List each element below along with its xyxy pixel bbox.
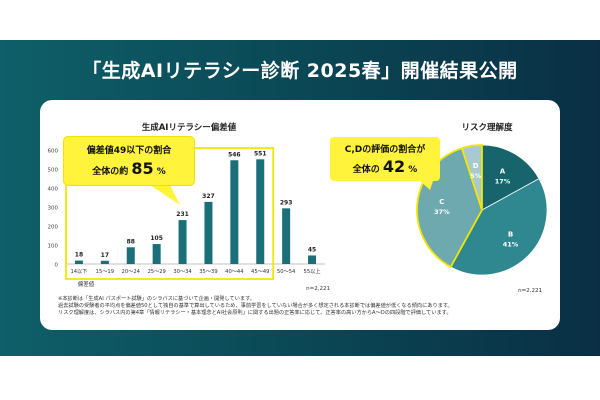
bar-value-label: 18 [75, 252, 83, 259]
deviation-callout-value: 85 [131, 159, 154, 178]
bar-x-tick-label: 15〜19 [96, 269, 114, 275]
risk-callout-prefix: 全体の [352, 165, 380, 175]
footnote-1: ※本診断は「生成AI パスポート試験」のシラバスに基づいて企画・開発しています。 [58, 296, 255, 302]
bar-chart-title: 生成AIリテラシー偏差値 [142, 122, 237, 133]
bar-x-axis-label: 偏差値 [78, 280, 95, 288]
page-title: 「生成AIリテラシー診断 2025春」開催結果公開 [82, 60, 518, 82]
bar-value-label: 551 [254, 150, 267, 157]
risk-callout: C,Dの評価の割合が 全体の 42 % [330, 137, 440, 181]
deviation-callout: 偏差値49以下の割合 全体の約 85 % [64, 137, 194, 185]
bar [282, 208, 291, 264]
bar-x-tick-label: 50〜54 [277, 269, 296, 275]
bar-y-tick-label: 400 [48, 187, 59, 193]
bar-value-label: 327 [202, 193, 215, 200]
footnote-2: 過去試験の受験者の平均点を偏差値50として独自の基準で算出しているため、事前学習… [58, 303, 453, 309]
bar-x-tick-label: 25〜29 [147, 269, 165, 275]
bar [178, 220, 187, 264]
deviation-callout-suffix: % [156, 167, 166, 177]
bar-footnote: n=2,221 [306, 286, 330, 292]
bar-x-tick-label: 14以下 [70, 268, 87, 275]
pie-footnote: n=2,221 [518, 288, 542, 294]
pie-slice [481, 144, 540, 211]
pie-slice-label: B [508, 230, 513, 238]
deviation-callout-line1: 偏差値49以下の割合 [86, 146, 172, 156]
bar [152, 244, 161, 264]
bar-y-tick-label: 100 [48, 244, 59, 250]
bar-y-tick-label: 600 [48, 149, 59, 155]
footnote-3: リスク理解度は、シラバス内の第4章「情報リテラシー・基本理念とAI社会原則」に関… [58, 310, 452, 316]
deviation-callout-prefix: 全体の約 [92, 167, 129, 177]
pie-slice-percent: 5% [470, 172, 482, 180]
pie-slice-percent: 17% [495, 177, 511, 185]
bar-x-tick-label: 35〜39 [199, 269, 217, 275]
bar-x-tick-label: 45〜49 [251, 269, 269, 275]
bar-value-label: 231 [176, 211, 189, 218]
bar [230, 160, 239, 264]
bar-x-tick-label: 40〜44 [225, 269, 244, 275]
bar [74, 260, 83, 264]
pie-slice-label: D [473, 162, 479, 170]
bar-x-tick-label: 55以上 [304, 267, 321, 275]
pie-slice [460, 144, 483, 211]
bar-y-tick-label: 300 [48, 206, 59, 212]
bar-value-label: 293 [280, 199, 293, 206]
risk-callout-suffix: % [408, 165, 418, 175]
pie-slice-label: C [439, 198, 444, 206]
bar-value-label: 17 [101, 252, 109, 259]
bar [126, 247, 135, 264]
risk-callout-line1: C,Dの評価の割合が [344, 145, 426, 155]
deviation-callout-pointer [150, 185, 180, 205]
footnotes: ※本診断は「生成AI パスポート試験」のシラバスに基づいて企画・開発しています。… [58, 296, 558, 317]
pie-slice [450, 178, 548, 276]
bar-x-tick-label: 20〜24 [122, 269, 141, 275]
bar [256, 159, 265, 264]
bar [308, 255, 317, 264]
pie-slice-percent: 41% [503, 240, 519, 248]
bar-y-tick-label: 500 [48, 168, 59, 174]
pie-chart-title: リスク理解度 [461, 122, 513, 133]
risk-callout-value: 42 [382, 157, 406, 176]
pie-slice-percent: 37% [434, 208, 450, 216]
bar-value-label: 105 [150, 235, 163, 242]
bar-x-tick-label: 30〜34 [173, 269, 192, 275]
bar-y-tick-label: 0 [55, 263, 59, 269]
bar-value-label: 88 [127, 238, 135, 245]
bar-value-label: 45 [308, 246, 316, 253]
pie-slice-label: A [500, 167, 506, 175]
bar [100, 260, 109, 264]
bar [204, 201, 213, 264]
bar-value-label: 546 [228, 151, 241, 158]
bar-y-tick-label: 200 [48, 225, 59, 231]
